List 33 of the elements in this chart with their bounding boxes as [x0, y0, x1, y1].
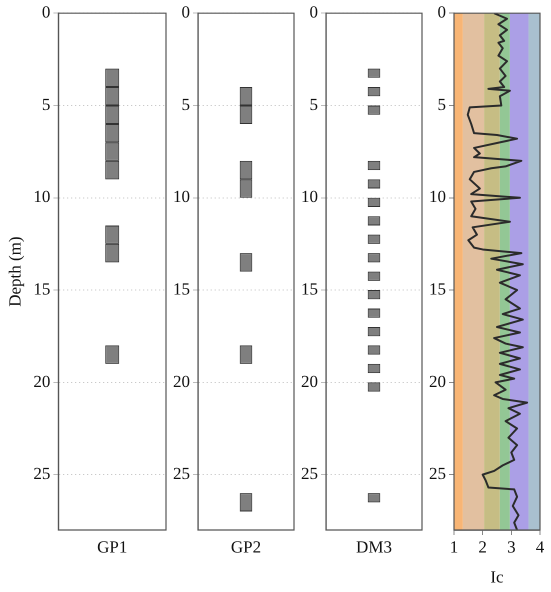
y-tick-label: 15 [429, 280, 446, 299]
x-tick-label: 1 [450, 538, 458, 557]
x-tick-label: 4 [536, 538, 545, 557]
x-tick-label: GP1 [97, 538, 128, 557]
y-tick-label: 5 [42, 94, 50, 114]
y-tick-label: 0 [310, 2, 318, 22]
y-tick-label: 15 [301, 280, 318, 299]
y-tick-label: 0 [182, 2, 190, 22]
y-tick-label: 10 [173, 187, 190, 206]
y-tick-label: 10 [301, 187, 318, 206]
y-tick-label: 15 [33, 280, 50, 299]
y-tick-label: 25 [33, 464, 50, 484]
y-tick-label: 20 [301, 372, 318, 391]
y-axis-title: Depth (m) [6, 236, 25, 307]
y-tick-label: 5 [438, 94, 446, 114]
y-tick-label: 0 [438, 2, 446, 22]
x-axis-title: Ic [490, 567, 504, 586]
x-tick-label: DM3 [356, 538, 392, 557]
y-tick-label: 15 [173, 280, 190, 299]
y-tick-label: 10 [429, 187, 446, 206]
y-tick-label: 25 [301, 464, 318, 484]
y-tick-label: 10 [33, 187, 50, 206]
x-tick-label: 2 [478, 538, 487, 557]
y-tick-label: 0 [42, 2, 50, 22]
y-tick-label: 20 [429, 372, 446, 391]
y-tick-label: 25 [429, 464, 446, 484]
y-tick-label: 20 [33, 372, 50, 391]
x-tick-label: GP2 [230, 538, 262, 557]
y-tick-label: 20 [173, 372, 190, 391]
x-tick-label: 3 [507, 538, 516, 557]
y-tick-label: 5 [182, 94, 190, 114]
y-tick-label: 5 [310, 94, 318, 114]
y-tick-label: 25 [173, 464, 190, 484]
